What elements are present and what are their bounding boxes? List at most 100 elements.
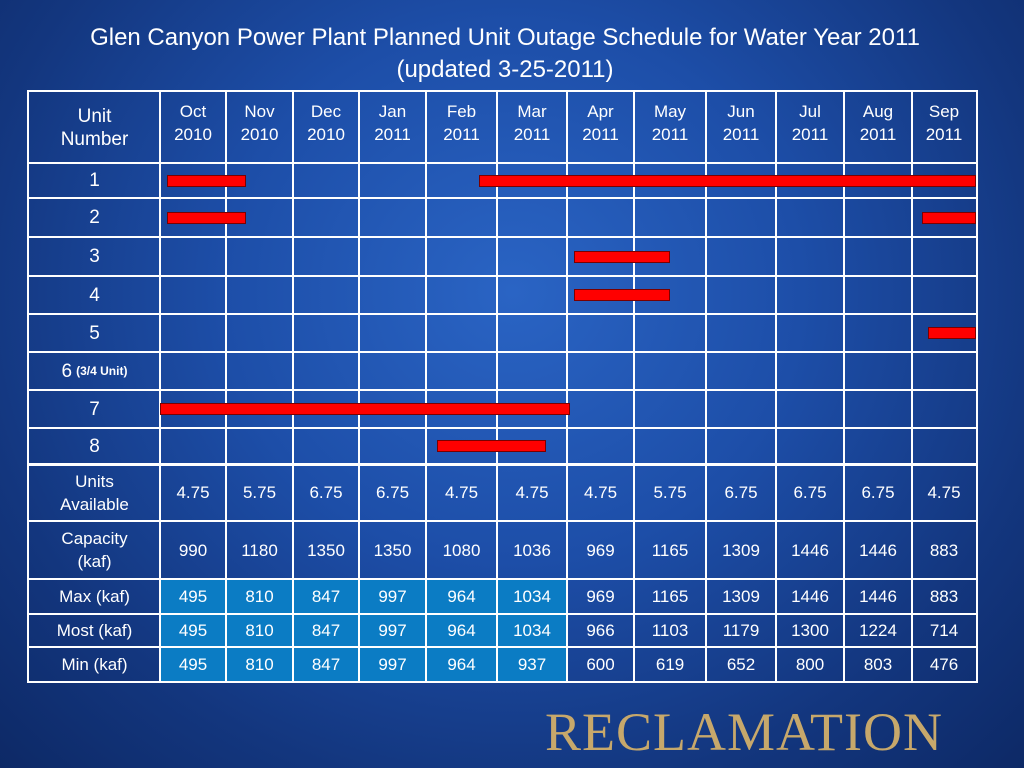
- unit-number: 5: [89, 322, 100, 344]
- stat-value: 6.75: [861, 483, 895, 502]
- column-divider: [159, 92, 161, 681]
- outage-bar: [573, 289, 670, 301]
- column-divider: [705, 92, 707, 681]
- stat-value: 1080: [442, 540, 481, 560]
- stat-value: 1309: [722, 540, 760, 560]
- unit-number: 8: [89, 435, 100, 457]
- stat-value: 997: [378, 587, 407, 606]
- stat-value: 1350: [307, 540, 345, 560]
- stat-value: 6.75: [375, 483, 410, 502]
- row-divider: [29, 520, 976, 522]
- stat-value: 495: [178, 654, 208, 674]
- unit-label: 8: [29, 428, 160, 464]
- stat-value: 600: [586, 654, 615, 674]
- stat-label: Min (kaf): [61, 654, 128, 674]
- stat-value: 1309: [722, 587, 760, 606]
- stat-value: 1103: [651, 621, 689, 640]
- stat-value: 5.75: [242, 483, 277, 502]
- unit-label: 1: [29, 163, 160, 198]
- unit-note: (3/4 Unit): [76, 363, 128, 378]
- stat-value: 937: [517, 654, 547, 674]
- stat-value: 5.75: [653, 483, 687, 502]
- row-divider: [29, 646, 976, 648]
- row-divider: [29, 197, 976, 199]
- column-divider: [292, 92, 294, 681]
- stat-value: 1165: [651, 540, 689, 560]
- month-header: Aug 2011: [859, 102, 897, 144]
- unit-number: 6: [61, 360, 73, 382]
- unit-number: 3: [89, 246, 100, 267]
- stat-value: 990: [178, 540, 208, 560]
- stat-value: 810: [245, 621, 274, 640]
- row-divider: [29, 389, 976, 391]
- stat-value: 1446: [859, 587, 897, 606]
- stat-value: 1180: [241, 540, 278, 560]
- month-header: Dec 2010: [307, 102, 345, 144]
- stat-value: 6.75: [309, 483, 343, 502]
- stat-value: 1224: [859, 621, 897, 640]
- column-divider: [425, 92, 427, 681]
- month-header: Feb 2011: [443, 102, 480, 144]
- stat-label: Units Available: [60, 471, 129, 514]
- stat-value: 1034: [513, 587, 551, 606]
- stat-value: 619: [655, 654, 685, 674]
- outage-bar: [166, 211, 247, 224]
- stat-value: 969: [586, 540, 615, 560]
- stat-value: 810: [245, 654, 274, 674]
- column-divider: [843, 92, 845, 681]
- stat-value: 6.75: [724, 483, 758, 502]
- month-header: May 2011: [651, 102, 689, 144]
- outage-bar: [436, 440, 546, 452]
- stat-label: Most (kaf): [56, 621, 133, 640]
- outage-bar: [479, 174, 976, 187]
- unit-number: 2: [89, 207, 100, 228]
- stat-value: 1446: [791, 540, 829, 560]
- stat-value: 803: [863, 654, 893, 674]
- row-divider: [29, 351, 976, 353]
- stat-value: 476: [929, 654, 959, 674]
- stat-value: 1446: [791, 587, 829, 606]
- outage-bar: [921, 211, 976, 224]
- row-divider: [29, 427, 976, 429]
- row-divider: [29, 463, 976, 466]
- stat-value: 883: [929, 587, 959, 606]
- stat-value: 1350: [373, 540, 412, 560]
- unit-number: 7: [89, 398, 100, 420]
- stat-value: 997: [378, 654, 407, 674]
- stat-value: 847: [311, 654, 341, 674]
- month-header: Apr 2011: [582, 102, 619, 144]
- stat-value: 1446: [859, 540, 897, 560]
- unit-number: 1: [89, 170, 100, 191]
- row-divider: [29, 578, 976, 580]
- unit-number: 4: [89, 284, 100, 306]
- column-divider: [911, 92, 913, 681]
- slide-title: Glen Canyon Power Plant Planned Unit Out…: [0, 22, 1010, 86]
- month-header: Jul 2011: [791, 102, 829, 144]
- unit-label: 4: [29, 276, 160, 314]
- stat-value: 1036: [513, 540, 551, 560]
- month-header: Nov 2010: [240, 102, 279, 144]
- column-divider: [775, 92, 777, 681]
- stat-value: 652: [726, 654, 756, 674]
- stat-value: 800: [795, 654, 825, 674]
- stat-value: 847: [311, 621, 341, 640]
- month-header: Jan 2011: [374, 102, 411, 144]
- stat-value: 964: [447, 587, 476, 606]
- stat-value: 4.75: [176, 483, 210, 502]
- stat-value: 4.75: [444, 483, 479, 502]
- stat-value: 4.75: [515, 483, 549, 502]
- stat-value: 964: [447, 621, 476, 640]
- stat-value: 847: [311, 587, 341, 606]
- stat-value: 1034: [513, 621, 551, 640]
- month-header: Sep 2011: [925, 102, 963, 144]
- unit-label: 6 (3/4 Unit): [29, 352, 160, 390]
- stat-value: 495: [178, 621, 208, 640]
- stat-value: 1179: [722, 621, 760, 640]
- reclamation-logo: RECLAMATION: [545, 702, 943, 762]
- stat-value: 969: [586, 587, 615, 606]
- stat-label: Max (kaf): [59, 587, 130, 606]
- stat-value: 4.75: [583, 483, 618, 502]
- stat-value: 966: [586, 621, 615, 640]
- column-divider: [496, 92, 498, 681]
- outage-bar: [160, 403, 571, 415]
